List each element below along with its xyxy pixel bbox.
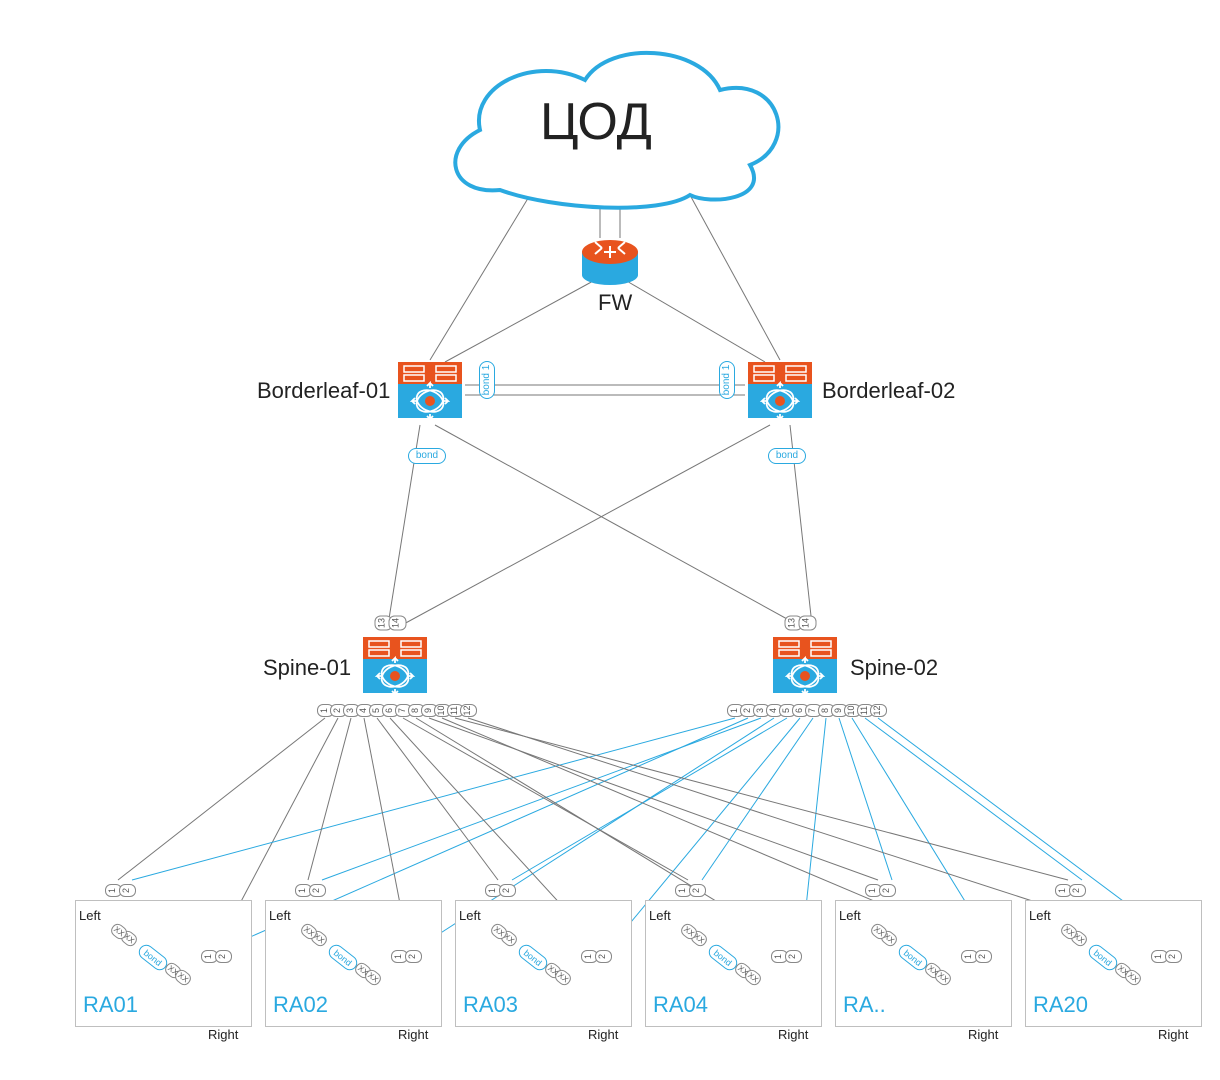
rack-RA20-left-port-2: 2: [1069, 884, 1086, 897]
rack-right-label: Right: [398, 1027, 428, 1042]
rack-name-RA..: RA..: [843, 992, 886, 1018]
spine1-port-12: 12: [460, 704, 477, 717]
rack-name-RA03: RA03: [463, 992, 518, 1018]
rack-RA20-right-port-2: 2: [1165, 950, 1182, 963]
rack-RA04-left-port-2: 2: [689, 884, 706, 897]
spine1-port-14: 14: [389, 616, 407, 631]
rack-RA02-left-port-2: 2: [309, 884, 326, 897]
rack-right-label: Right: [1158, 1027, 1188, 1042]
rack-left-label: Left: [79, 908, 101, 923]
rack-name-RA20: RA20: [1033, 992, 1088, 1018]
rack-RA..-left-port-2: 2: [879, 884, 896, 897]
rack-RA04-right-port-2: 2: [785, 950, 802, 963]
rack-left-label: Left: [839, 908, 861, 923]
rack-RA01-left-port-2: 2: [119, 884, 136, 897]
rack-right-label: Right: [208, 1027, 238, 1042]
rack-RA03-left-port-2: 2: [499, 884, 516, 897]
rack-name-RA02: RA02: [273, 992, 328, 1018]
rack-right-label: Right: [778, 1027, 808, 1042]
rack-RA..-right-port-2: 2: [975, 950, 992, 963]
rack-left-label: Left: [1029, 908, 1051, 923]
rack-left-label: Left: [649, 908, 671, 923]
rack-right-label: Right: [588, 1027, 618, 1042]
diagram-canvas: ЦОД FW Borderleaf-01 Borderleaf-02 bond …: [0, 0, 1220, 1080]
rack-RA01-right-port-2: 2: [215, 950, 232, 963]
rack-RA02-right-port-2: 2: [405, 950, 422, 963]
rack-name-RA01: RA01: [83, 992, 138, 1018]
spine2-port-12: 12: [870, 704, 887, 717]
rack-name-RA04: RA04: [653, 992, 708, 1018]
rack-RA03-right-port-2: 2: [595, 950, 612, 963]
rack-left-label: Left: [459, 908, 481, 923]
rack-left-label: Left: [269, 908, 291, 923]
spine2-port-14: 14: [799, 616, 817, 631]
rack-right-label: Right: [968, 1027, 998, 1042]
